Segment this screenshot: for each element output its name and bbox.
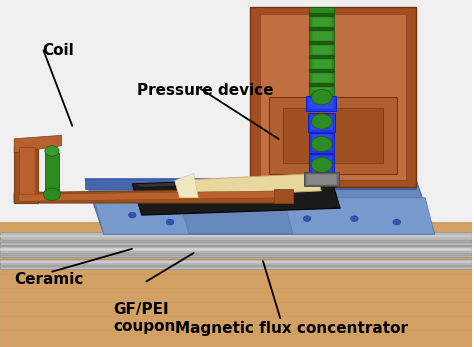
Polygon shape bbox=[175, 174, 199, 198]
Polygon shape bbox=[14, 135, 62, 153]
Polygon shape bbox=[274, 189, 293, 203]
Circle shape bbox=[303, 216, 311, 221]
Bar bbox=[308, 113, 336, 132]
Bar bbox=[0, 246, 473, 257]
Bar bbox=[0, 253, 473, 256]
Bar bbox=[310, 83, 334, 87]
Polygon shape bbox=[269, 97, 397, 174]
Bar bbox=[312, 156, 332, 172]
Circle shape bbox=[393, 219, 401, 225]
Polygon shape bbox=[132, 177, 331, 187]
Bar bbox=[310, 55, 334, 59]
Polygon shape bbox=[0, 222, 473, 347]
Bar bbox=[310, 13, 334, 17]
Text: GF/PEI
coupon: GF/PEI coupon bbox=[113, 302, 176, 334]
Polygon shape bbox=[175, 174, 321, 198]
Bar bbox=[0, 0, 473, 236]
Bar bbox=[0, 232, 473, 245]
Bar bbox=[310, 41, 334, 45]
Bar bbox=[0, 235, 473, 237]
Polygon shape bbox=[14, 146, 38, 203]
Polygon shape bbox=[19, 147, 36, 201]
Circle shape bbox=[351, 216, 358, 221]
Circle shape bbox=[311, 157, 332, 172]
Bar bbox=[306, 174, 337, 185]
Text: Ceramic: Ceramic bbox=[14, 272, 83, 287]
Polygon shape bbox=[14, 189, 293, 203]
Circle shape bbox=[311, 90, 332, 105]
Bar bbox=[310, 115, 333, 130]
Bar bbox=[310, 154, 334, 174]
Polygon shape bbox=[283, 108, 383, 163]
Circle shape bbox=[45, 146, 59, 156]
Circle shape bbox=[311, 136, 332, 152]
Polygon shape bbox=[94, 201, 189, 234]
Polygon shape bbox=[132, 177, 340, 215]
Circle shape bbox=[44, 188, 61, 201]
Bar bbox=[309, 98, 334, 109]
Bar bbox=[0, 240, 473, 243]
Bar bbox=[0, 248, 473, 251]
Polygon shape bbox=[19, 191, 283, 201]
Bar bbox=[306, 96, 337, 111]
Bar bbox=[304, 172, 339, 186]
Polygon shape bbox=[283, 198, 435, 234]
Bar bbox=[310, 69, 334, 73]
Circle shape bbox=[128, 212, 136, 218]
Text: Pressure device: Pressure device bbox=[137, 83, 273, 98]
Text: Coil: Coil bbox=[43, 43, 74, 58]
Polygon shape bbox=[250, 7, 416, 187]
Bar bbox=[0, 265, 473, 267]
Bar bbox=[310, 27, 334, 31]
Polygon shape bbox=[260, 14, 406, 180]
Text: Magnetic flux concentrator: Magnetic flux concentrator bbox=[175, 321, 408, 336]
Polygon shape bbox=[85, 179, 416, 189]
Bar bbox=[45, 153, 59, 193]
Circle shape bbox=[311, 114, 332, 129]
Bar bbox=[310, 7, 334, 97]
Polygon shape bbox=[85, 179, 435, 234]
Bar bbox=[310, 133, 334, 153]
Bar bbox=[312, 14, 332, 90]
Bar bbox=[312, 134, 332, 151]
Bar bbox=[0, 261, 473, 263]
Bar bbox=[0, 259, 473, 269]
Circle shape bbox=[166, 219, 174, 225]
